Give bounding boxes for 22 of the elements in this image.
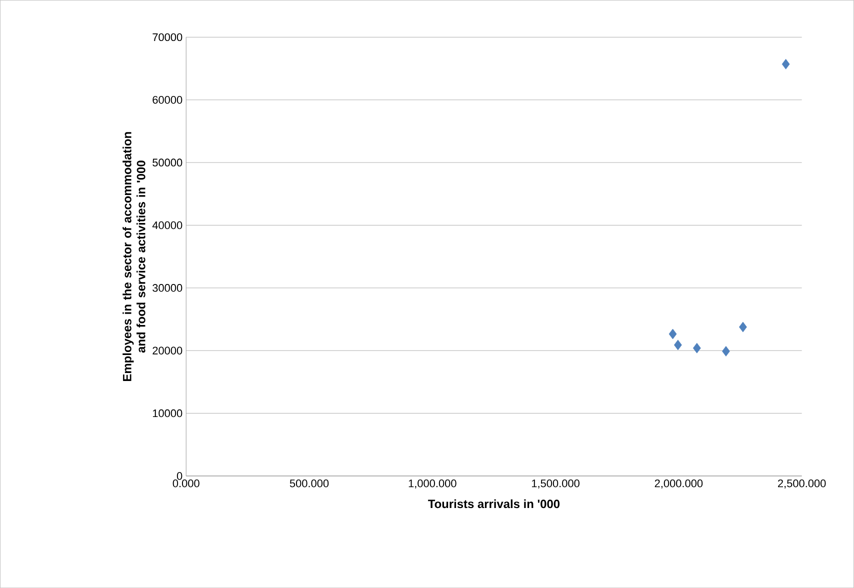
- y-tick-label: 40000: [152, 221, 182, 230]
- y-tick-label: 60000: [152, 96, 182, 104]
- x-tick-label: 2,500.000: [778, 479, 826, 488]
- point: [782, 58, 790, 70]
- point: [722, 346, 730, 356]
- y-tick-label: 70000: [152, 33, 182, 42]
- y-tick-label: 30000: [152, 284, 182, 292]
- y-tick-label: 10000: [152, 409, 182, 418]
- point: [739, 322, 747, 332]
- x-tick-label: 1,500.000: [532, 479, 580, 488]
- x-axis-title: Tourists arrivals in '000: [428, 499, 560, 508]
- x-tick-label: 0.000: [172, 479, 200, 488]
- x-tick-label: 500.000: [290, 479, 329, 488]
- y-tick-label: 20000: [152, 346, 182, 354]
- y-tick-label: 50000: [152, 158, 182, 166]
- point: [692, 342, 701, 354]
- y-axis-title: Employees in the sector of accommodation and food service activities in '000: [122, 132, 146, 381]
- point: [674, 340, 682, 350]
- y-tick-label: 0: [176, 472, 182, 480]
- x-tick-label: 1,000.000: [408, 479, 456, 488]
- point: [668, 328, 677, 340]
- x-tick-label: 2,000.000: [654, 479, 703, 488]
